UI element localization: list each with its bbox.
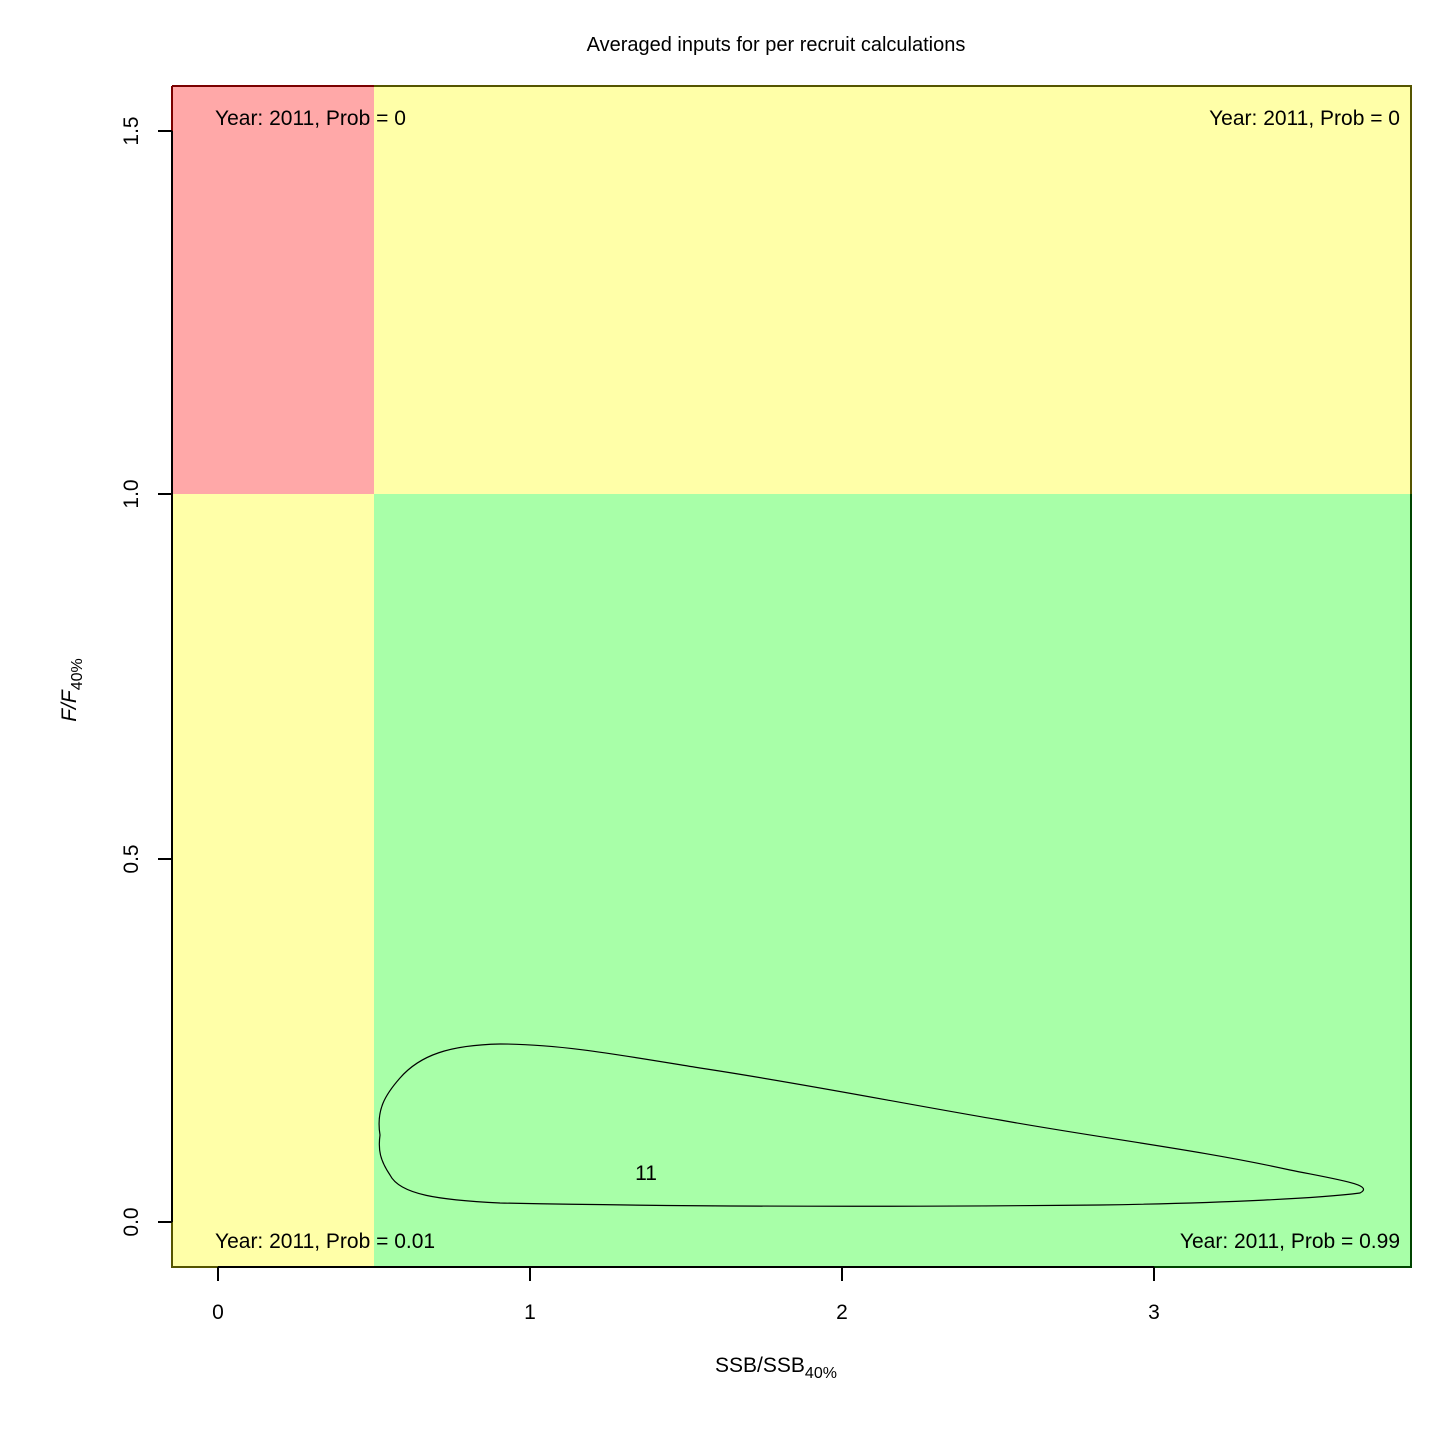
prob-label-top-right: Year: 2011, Prob = 0 bbox=[1209, 107, 1400, 130]
y-tick-label: 0.0 bbox=[120, 1207, 143, 1236]
prob-label-bottom-left: Year: 2011, Prob = 0.01 bbox=[215, 1230, 435, 1253]
x-tick-label: 1 bbox=[524, 1301, 536, 1324]
y-tick-label: 1.0 bbox=[120, 479, 143, 508]
y-tick-label: 1.5 bbox=[120, 116, 143, 145]
prob-label-bottom-right: Year: 2011, Prob = 0.99 bbox=[1180, 1230, 1400, 1253]
y-axis bbox=[158, 130, 173, 1223]
y-axis-label: F/F40% bbox=[58, 658, 86, 722]
contour-label: 11 bbox=[635, 1162, 657, 1185]
contour-line bbox=[378, 1043, 1365, 1207]
x-tick-label: 3 bbox=[1148, 1301, 1160, 1324]
quadrant-bottom-left bbox=[172, 494, 374, 1267]
x-tick-label: 2 bbox=[836, 1301, 848, 1324]
x-tick-label: 0 bbox=[212, 1301, 224, 1324]
prob-label-top-left: Year: 2011, Prob = 0 bbox=[215, 107, 406, 130]
x-axis bbox=[217, 1266, 1155, 1281]
quadrant-bottom-right bbox=[374, 494, 1411, 1267]
quadrant-top-right bbox=[374, 86, 1411, 494]
quadrant-top-left bbox=[172, 86, 374, 494]
x-axis-label: SSB/SSB40% bbox=[715, 1354, 837, 1382]
y-tick-label: 0.5 bbox=[120, 844, 143, 873]
chart-title: Averaged inputs for per recruit calculat… bbox=[587, 34, 966, 56]
